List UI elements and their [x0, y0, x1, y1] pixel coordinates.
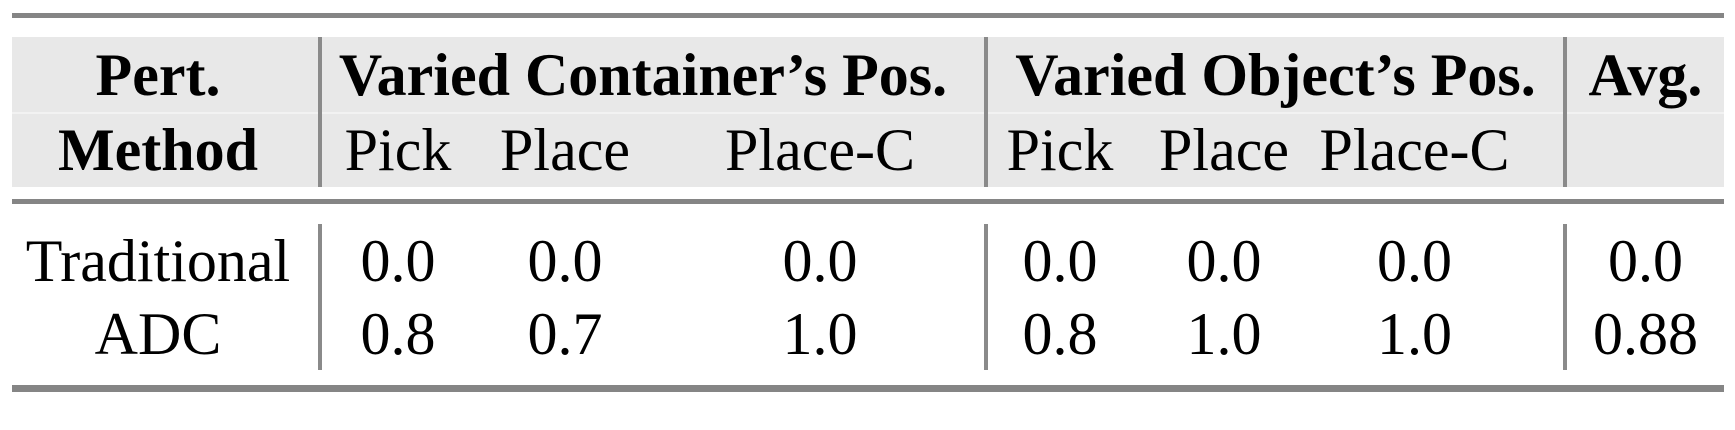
row-method-adc: ADC: [12, 297, 322, 370]
subheader-place-container: Place: [500, 117, 630, 183]
header-method: Method: [12, 113, 322, 187]
subheader-pick-container: Pick: [344, 117, 452, 183]
bottom-rule: [12, 385, 1724, 392]
mid-rule: [12, 199, 1724, 204]
header-group-object-pos: Varied Object’s Pos.: [988, 37, 1567, 113]
header-group-container-pos: Varied Container’s Pos.: [322, 37, 988, 113]
cell-adc-container-pick: 0.8: [360, 300, 436, 367]
cell-traditional-container-pick: 0.0: [360, 227, 436, 294]
cell-traditional-container-place: 0.0: [527, 227, 603, 294]
cell-traditional-avg: 0.0: [1608, 227, 1683, 294]
cell-traditional-object-place: 0.0: [1186, 227, 1262, 294]
cell-traditional-object-place-c: 0.0: [1316, 224, 1567, 297]
header-pert: Pert.: [12, 37, 322, 113]
cell-adc-container-place: 0.7: [527, 300, 603, 367]
table-header: Pert. Varied Container’s Pos. Varied Obj…: [12, 37, 1724, 187]
header-avg-empty: [1567, 113, 1724, 187]
subheader-place-object: Place: [1159, 117, 1289, 183]
subheader-place-c-container: Place-C: [656, 113, 988, 187]
top-rule: [12, 13, 1724, 18]
header-avg: Avg.: [1588, 42, 1703, 108]
cell-traditional-object-pick: 0.0: [1022, 227, 1098, 294]
cell-adc-object-place: 1.0: [1186, 300, 1262, 367]
cell-adc-container-place-c: 1.0: [656, 297, 988, 370]
cell-adc-avg: 0.88: [1593, 300, 1698, 367]
results-table: Pert. Varied Container’s Pos. Varied Obj…: [12, 13, 1724, 392]
header-row-seam: [12, 112, 1724, 114]
row-method-traditional: Traditional: [12, 224, 322, 297]
cell-adc-object-place-c: 1.0: [1316, 297, 1567, 370]
table-body: Traditional 0.0 0.0 0.0 0.0 0.0 0.0 0.0 …: [12, 204, 1724, 385]
cell-traditional-container-place-c: 0.0: [656, 224, 988, 297]
subheader-pick-object: Pick: [1006, 117, 1114, 183]
cell-adc-object-pick: 0.8: [1022, 300, 1098, 367]
subheader-place-c-object: Place-C: [1316, 113, 1567, 187]
